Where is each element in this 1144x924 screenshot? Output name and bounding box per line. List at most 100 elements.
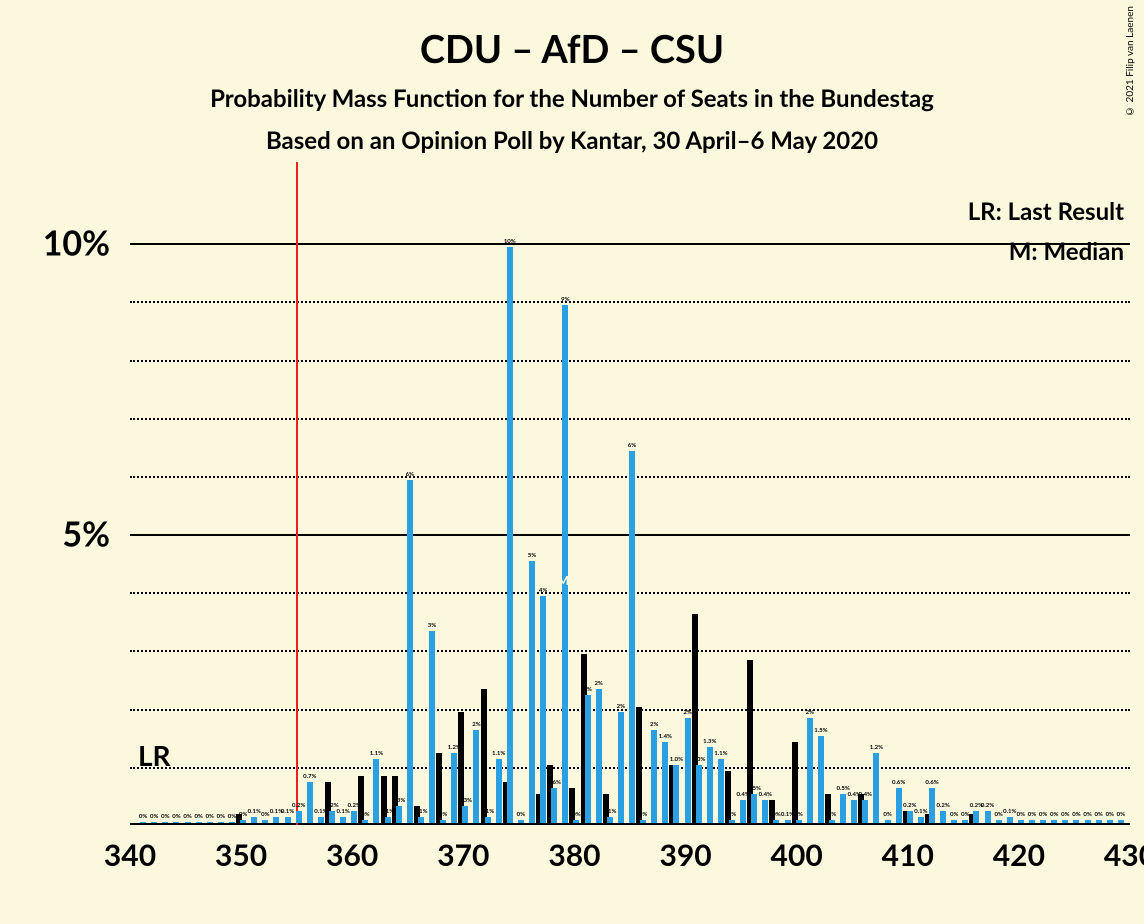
bar-label: 0% — [239, 811, 247, 818]
legend-m: M: Median — [1009, 237, 1124, 266]
bar — [973, 811, 979, 823]
bar-label: 1.2% — [448, 744, 461, 751]
bar — [796, 820, 802, 823]
bar-label: 0% — [1094, 811, 1102, 818]
bar — [773, 820, 779, 823]
bar — [718, 759, 724, 823]
bar — [629, 451, 635, 823]
bar — [218, 822, 224, 823]
bar — [685, 718, 691, 823]
bar-label: 0% — [639, 811, 647, 818]
bar — [518, 820, 524, 823]
bar-label: 0% — [1072, 811, 1080, 818]
bar-label: 0% — [1061, 811, 1069, 818]
x-tick-label: 350 — [215, 837, 267, 873]
bar — [396, 806, 402, 823]
bar — [585, 695, 591, 823]
bar-label: 4% — [539, 587, 547, 594]
last-result-line — [296, 162, 298, 825]
bar-label: 0% — [161, 813, 169, 820]
bar-label: 0% — [1039, 811, 1047, 818]
x-tick-label: 380 — [548, 837, 600, 873]
y-tick-label: 10% — [43, 223, 110, 264]
bar — [151, 822, 157, 823]
bar — [496, 759, 502, 823]
bar — [485, 817, 491, 823]
bar — [907, 811, 913, 823]
bar-label: 2% — [472, 721, 480, 728]
x-tick-label: 410 — [882, 837, 934, 873]
chart-subtitle-1: Probability Mass Function for the Number… — [0, 84, 1144, 113]
bar — [962, 820, 968, 823]
bar — [885, 820, 891, 823]
bar — [462, 806, 468, 823]
bar — [1051, 820, 1057, 823]
bar — [562, 305, 568, 823]
bar — [707, 747, 713, 823]
x-tick-label: 400 — [771, 837, 823, 873]
bar-label: 0% — [961, 811, 969, 818]
bar — [829, 820, 835, 823]
bar — [329, 811, 335, 823]
y-tick-label: 5% — [62, 514, 110, 555]
bar — [296, 811, 302, 823]
bar — [873, 753, 879, 823]
bar — [440, 820, 446, 823]
bar-label: 0% — [139, 813, 147, 820]
bar-label: 10% — [504, 238, 516, 245]
bar-label: 0% — [1083, 811, 1091, 818]
bar — [340, 817, 346, 823]
bar — [540, 596, 546, 823]
bar-label: 0% — [439, 811, 447, 818]
bar — [929, 788, 935, 823]
bar-label: 0% — [183, 813, 191, 820]
bar-label: 0% — [1017, 811, 1025, 818]
bar — [636, 707, 642, 823]
bar — [429, 631, 435, 823]
bar-label: 0% — [228, 813, 236, 820]
bar-label: 0.6% — [892, 779, 905, 786]
bar — [481, 689, 487, 823]
bar — [207, 822, 213, 823]
bar — [507, 247, 513, 823]
bar-label: 2% — [594, 680, 602, 687]
bar-label: 1.0% — [670, 756, 683, 763]
bar — [840, 794, 846, 823]
bar-label: 0% — [994, 811, 1002, 818]
bar-label: 0.1% — [481, 808, 494, 815]
bar — [696, 765, 702, 823]
bar-label: 0.1% — [414, 808, 427, 815]
bar — [851, 800, 857, 823]
bar-label: 0.2% — [292, 802, 305, 809]
bar-label: 1.1% — [492, 750, 505, 757]
bar-label: 0.1% — [381, 808, 394, 815]
bar — [318, 817, 324, 823]
chart-container: CDU – AfD – CSU Probability Mass Functio… — [0, 0, 1144, 924]
bar-label: 0.4% — [859, 791, 872, 798]
bar — [1107, 820, 1113, 823]
bar-label: 0% — [517, 811, 525, 818]
lr-label: LR — [138, 738, 171, 772]
bar — [818, 736, 824, 823]
bar — [285, 817, 291, 823]
bar — [807, 718, 813, 823]
bar — [162, 822, 168, 823]
bar-label: 0% — [194, 813, 202, 820]
gridline — [130, 360, 1130, 362]
bar — [918, 817, 924, 823]
bar — [1018, 820, 1024, 823]
bar-label: 2% — [617, 703, 625, 710]
bar — [607, 817, 613, 823]
bar-label: 0.3% — [392, 797, 405, 804]
bar — [529, 561, 535, 823]
bar — [240, 820, 246, 823]
bar — [1040, 820, 1046, 823]
bar-label: 2% — [650, 721, 658, 728]
bar — [729, 820, 735, 823]
bar — [573, 820, 579, 823]
copyright: © 2021 Filip van Laenen — [1124, 6, 1136, 117]
bar-label: 1.1% — [370, 750, 383, 757]
bar-label: 1.3% — [703, 738, 716, 745]
bar-label: 0% — [1117, 811, 1125, 818]
bar — [140, 822, 146, 823]
